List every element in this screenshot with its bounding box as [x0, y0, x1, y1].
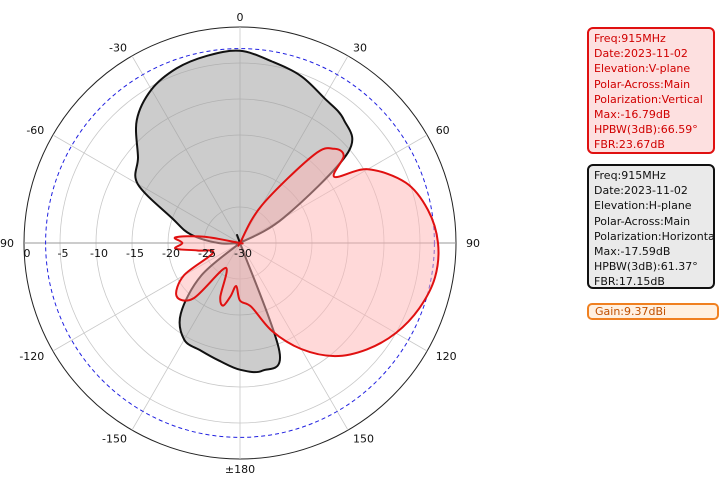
- radial-tick-label: -25: [198, 247, 216, 260]
- angle-tick-label: -90: [0, 237, 14, 250]
- info-v-line: Date:2023-11-02: [594, 47, 688, 61]
- radial-tick-label: 0: [24, 247, 31, 260]
- info-h-line: Polar-Across:Main: [594, 214, 691, 228]
- info-h-line: HPBW(3dB):61.37°: [594, 260, 698, 274]
- angle-tick-label: 120: [436, 350, 457, 363]
- radial-tick-label: -5: [58, 247, 69, 260]
- gain-badge: Gain:9.37dBi: [587, 303, 719, 320]
- angle-tick-label: 90: [466, 237, 480, 250]
- info-h-line: Date:2023-11-02: [594, 184, 688, 198]
- info-h-line: FBR:17.15dB: [594, 275, 665, 289]
- angle-tick-label: -30: [109, 41, 127, 54]
- tick-labels: 0 30 60 90 120 150 ±180 -150 -120 -90 -60 -30 0 -5 -10…: [0, 11, 480, 476]
- angle-tick-label: 30: [353, 41, 367, 54]
- radial-tick-label: -20: [162, 247, 180, 260]
- angle-tick-label: -150: [102, 433, 127, 446]
- angle-tick-label: -120: [19, 350, 44, 363]
- radial-tick-label: -30: [234, 247, 252, 260]
- info-v-line: Freq:915MHz: [594, 32, 666, 45]
- info-v-line: Elevation:V-plane: [594, 62, 691, 76]
- radial-tick-label: -15: [126, 247, 144, 260]
- h-plane-info-box: Freq:915MHz Date:2023-11-02 Elevation:H-…: [587, 164, 715, 289]
- info-v-line: FBR:23.67dB: [594, 138, 665, 152]
- info-v-line: Max:-16.79dB: [594, 108, 671, 122]
- info-v-line: Polar-Across:Main: [594, 77, 691, 91]
- series-1-pattern: [134, 49, 354, 374]
- info-v-line: Polarization:Vertical: [594, 92, 703, 106]
- angle-tick-label: ±180: [225, 463, 255, 476]
- angle-tick-label: 60: [436, 124, 450, 137]
- angle-tick-label: -60: [26, 124, 44, 137]
- v-plane-info-box: Freq:915MHz Date:2023-11-02 Elevation:V-…: [587, 27, 715, 154]
- info-h-line: Polarization:Horizontal: [594, 229, 715, 243]
- radial-tick-label: -10: [90, 247, 108, 260]
- info-h-line: Elevation:H-plane: [594, 199, 692, 213]
- info-v-line: HPBW(3dB):66.59°: [594, 123, 698, 137]
- angle-tick-label: 0: [237, 11, 244, 24]
- info-h-line: Max:-17.59dB: [594, 245, 671, 259]
- info-h-line: Freq:915MHz: [594, 169, 666, 182]
- series-layer: [134, 49, 440, 374]
- series-0-pattern: [173, 147, 440, 358]
- angle-tick-label: 150: [353, 433, 374, 446]
